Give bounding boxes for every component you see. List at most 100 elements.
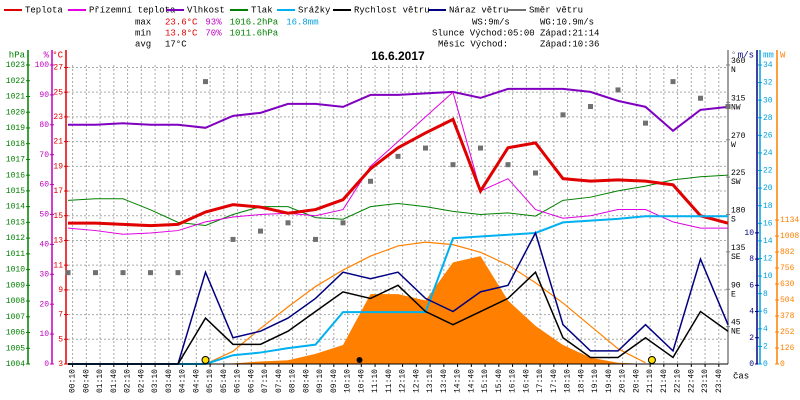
y-tick-label: 1008 [6,297,25,306]
x-tick-label: 17:40 [550,369,559,393]
y-tick-label: 10 [763,272,773,281]
axis-unit: W [780,50,786,60]
y-tick-label: 630 [780,280,795,289]
y-tick-label: 22 [763,167,773,176]
direction-mark [285,220,291,226]
y-tick-label: 100 [35,61,50,70]
y-tick-label: 30 [39,270,49,279]
y-tick-label: 126 [780,344,795,353]
legend-label: Rychlost větru [354,5,430,15]
x-tick-label: 13:40 [440,369,449,393]
legend-label: Tlak [251,5,273,15]
y-tick-dir: N [731,66,736,75]
legend-label: Teplota [25,5,63,15]
direction-mark [423,145,428,151]
y-tick-label: 13 [53,237,63,246]
direction-mark [615,87,621,93]
stat-value: 17°C [165,39,187,49]
y-tick-label: 4 [749,308,754,317]
x-tick-label: 20:10 [619,369,628,393]
direction-mark [395,153,401,159]
direction-mark [368,178,373,184]
y-tick-dir: SW [731,178,741,187]
x-tick-label: 04:40 [192,369,201,393]
y-tick-label: 1008 [780,232,799,241]
y-tick-label: 28 [763,114,773,123]
direction-mark [93,270,98,276]
y-tick-label: 1134 [780,216,799,225]
series-line [68,87,729,133]
x-tick-label: 19:40 [605,369,614,393]
y-tick-label: 19 [53,162,63,171]
y-tick-label: 8 [763,290,768,299]
y-tick-label: 45 [731,319,741,328]
y-tick-label: 3 [58,360,63,369]
y-tick-label: 1005 [6,344,25,353]
y-tick-label: 80 [39,121,49,130]
x-tick-label: 19:10 [591,369,600,393]
y-tick-label: 7 [58,311,63,320]
stat-value: 1016.2hPa [230,17,279,27]
y-tick-label: 1018 [6,140,25,149]
x-tick-label: 10:40 [357,369,366,393]
x-tick-label: 18:40 [577,369,586,393]
y-tick-label: 0 [780,360,785,369]
y-tick-label: 4 [763,325,768,334]
y-tick-dir: NW [731,103,741,112]
x-tick-label: 13:10 [426,369,435,393]
series-line [67,91,728,235]
y-tick-label: 30 [763,96,773,105]
y-tick-label: 14 [763,237,773,246]
stat-value: 70% [205,28,222,38]
y-tick-label: 1019 [6,124,25,133]
stat-label: avg [135,39,151,49]
y-tick-label: 90 [39,91,49,100]
direction-mark [258,228,263,234]
theoretical-radiation [205,241,646,365]
y-tick-label: 2 [749,334,754,343]
axis-unit: ° [731,50,736,60]
y-tick-dir: SE [731,253,741,262]
series-line [67,174,729,227]
y-tick-label: 1012 [6,234,25,243]
x-tick-label: 05:40 [220,369,229,393]
y-tick-label: 40 [39,241,49,250]
direction-mark [120,270,126,276]
axis-unit: °C [52,50,63,60]
x-tick-label: 02:10 [124,369,133,393]
y-tick-label: 0 [763,360,768,369]
axis-unit: % [44,50,50,60]
y-tick-label: 60 [39,181,49,190]
y-tick-label: 1015 [6,187,25,196]
x-tick-label: 07:40 [275,369,284,393]
direction-mark [230,236,236,242]
y-tick-label: 1023 [6,61,25,70]
x-tick-label: 00:40 [82,369,91,393]
legend-label: Směr větru [529,5,583,15]
y-tick-label: 1017 [6,156,25,165]
stat-value: 1011.6hPa [230,28,279,38]
y-tick-label: 504 [780,296,795,305]
direction-mark [313,236,318,242]
y-tick-label: 1009 [6,281,25,290]
legend-label: Přízemní teplota [89,5,176,15]
direction-mark [505,162,511,168]
y-tick-label: 23 [53,113,63,122]
x-tick-label: 23:40 [715,369,724,393]
stat-value: 13.8°C [165,28,198,38]
y-tick-dir: NE [731,328,741,337]
x-tick-label: 18:10 [564,369,573,393]
sun-set: Západ:21:14 [540,28,599,38]
x-tick-label: 06:40 [247,369,256,393]
y-tick-label: 1014 [6,203,25,212]
series-line [68,117,729,228]
stat-label: max [135,17,151,27]
y-tick-dir: W [731,141,736,150]
x-tick-label: 17:10 [536,369,545,393]
axis-unit: m/s [738,50,754,60]
y-tick-label: 1022 [6,77,25,86]
y-tick-label: 21 [53,138,63,147]
x-tick-label: 12:10 [399,369,408,393]
x-tick-label: 08:40 [302,369,311,393]
radiation-area [68,256,728,364]
